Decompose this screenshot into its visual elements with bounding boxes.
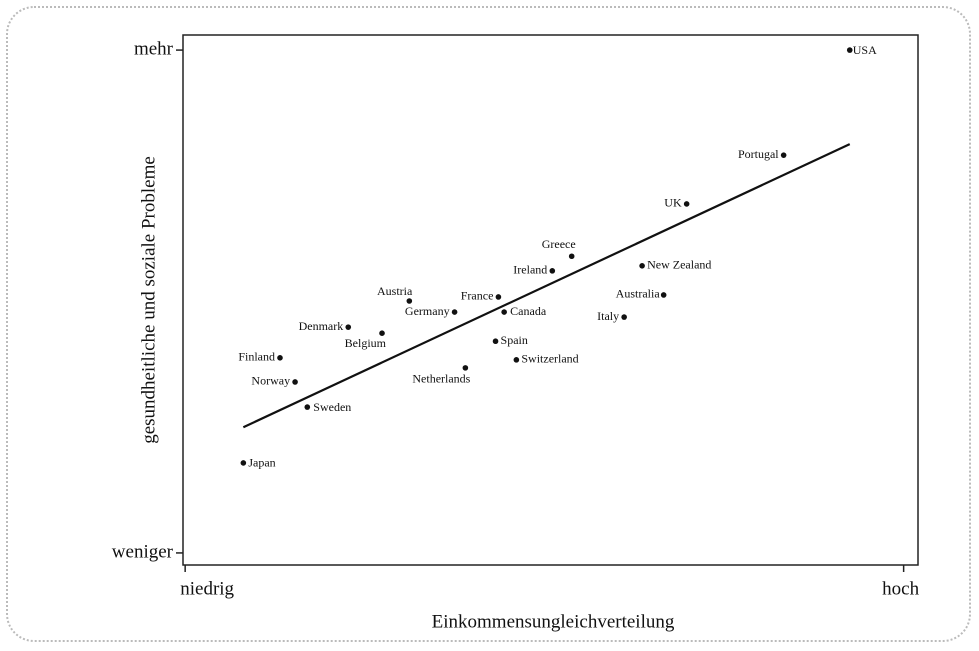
point — [240, 460, 247, 466]
border — [6, 6, 971, 642]
plot-frame — [182, 34, 919, 566]
point-label: UK — [664, 196, 682, 210]
point — [451, 309, 458, 315]
trend-line — [242, 143, 851, 429]
point-label: USA — [853, 43, 877, 57]
point — [379, 330, 385, 336]
point — [846, 47, 853, 53]
point-label: Japan — [248, 456, 275, 470]
x-tick-label: hoch — [882, 578, 919, 599]
point-label: Portugal — [738, 147, 779, 161]
point-label: Norway — [251, 374, 290, 388]
point — [501, 309, 507, 315]
point-label: Greece — [542, 237, 576, 251]
point — [639, 263, 645, 269]
point-label: Switzerland — [521, 352, 578, 366]
y-tick-label: mehr — [134, 38, 174, 59]
point-label: Spain — [501, 333, 528, 347]
point — [492, 338, 499, 345]
point-label: Australia — [616, 287, 661, 301]
point — [462, 365, 469, 371]
x-tick-label: niedrig — [180, 578, 234, 599]
point — [549, 268, 556, 274]
point-label: Italy — [597, 309, 619, 323]
point — [495, 294, 502, 300]
x-axis-title: Einkommensungleichverteilung — [432, 611, 675, 632]
y-tick-label: weniger — [112, 541, 174, 562]
point-label: Germany — [405, 304, 450, 318]
point — [660, 292, 667, 298]
point — [683, 201, 690, 207]
point-label: Austria — [377, 284, 413, 298]
point — [513, 357, 520, 363]
point — [780, 152, 787, 158]
point-label: Finland — [238, 350, 275, 364]
point-label: Canada — [510, 304, 547, 318]
point — [345, 324, 352, 330]
point-label: France — [461, 289, 494, 303]
y-axis-title: gesundheitliche und soziale Probleme — [138, 156, 159, 444]
point-label: Belgium — [345, 336, 387, 350]
point — [304, 404, 311, 410]
point — [621, 314, 627, 320]
point-label: New Zealand — [647, 258, 711, 272]
point — [568, 253, 575, 260]
point — [292, 379, 298, 385]
point-label: Ireland — [513, 263, 547, 277]
point — [406, 298, 413, 304]
point — [277, 355, 283, 361]
point-label: Denmark — [299, 319, 344, 333]
point-label: Netherlands — [412, 372, 470, 386]
point-label: Sweden — [313, 400, 351, 414]
